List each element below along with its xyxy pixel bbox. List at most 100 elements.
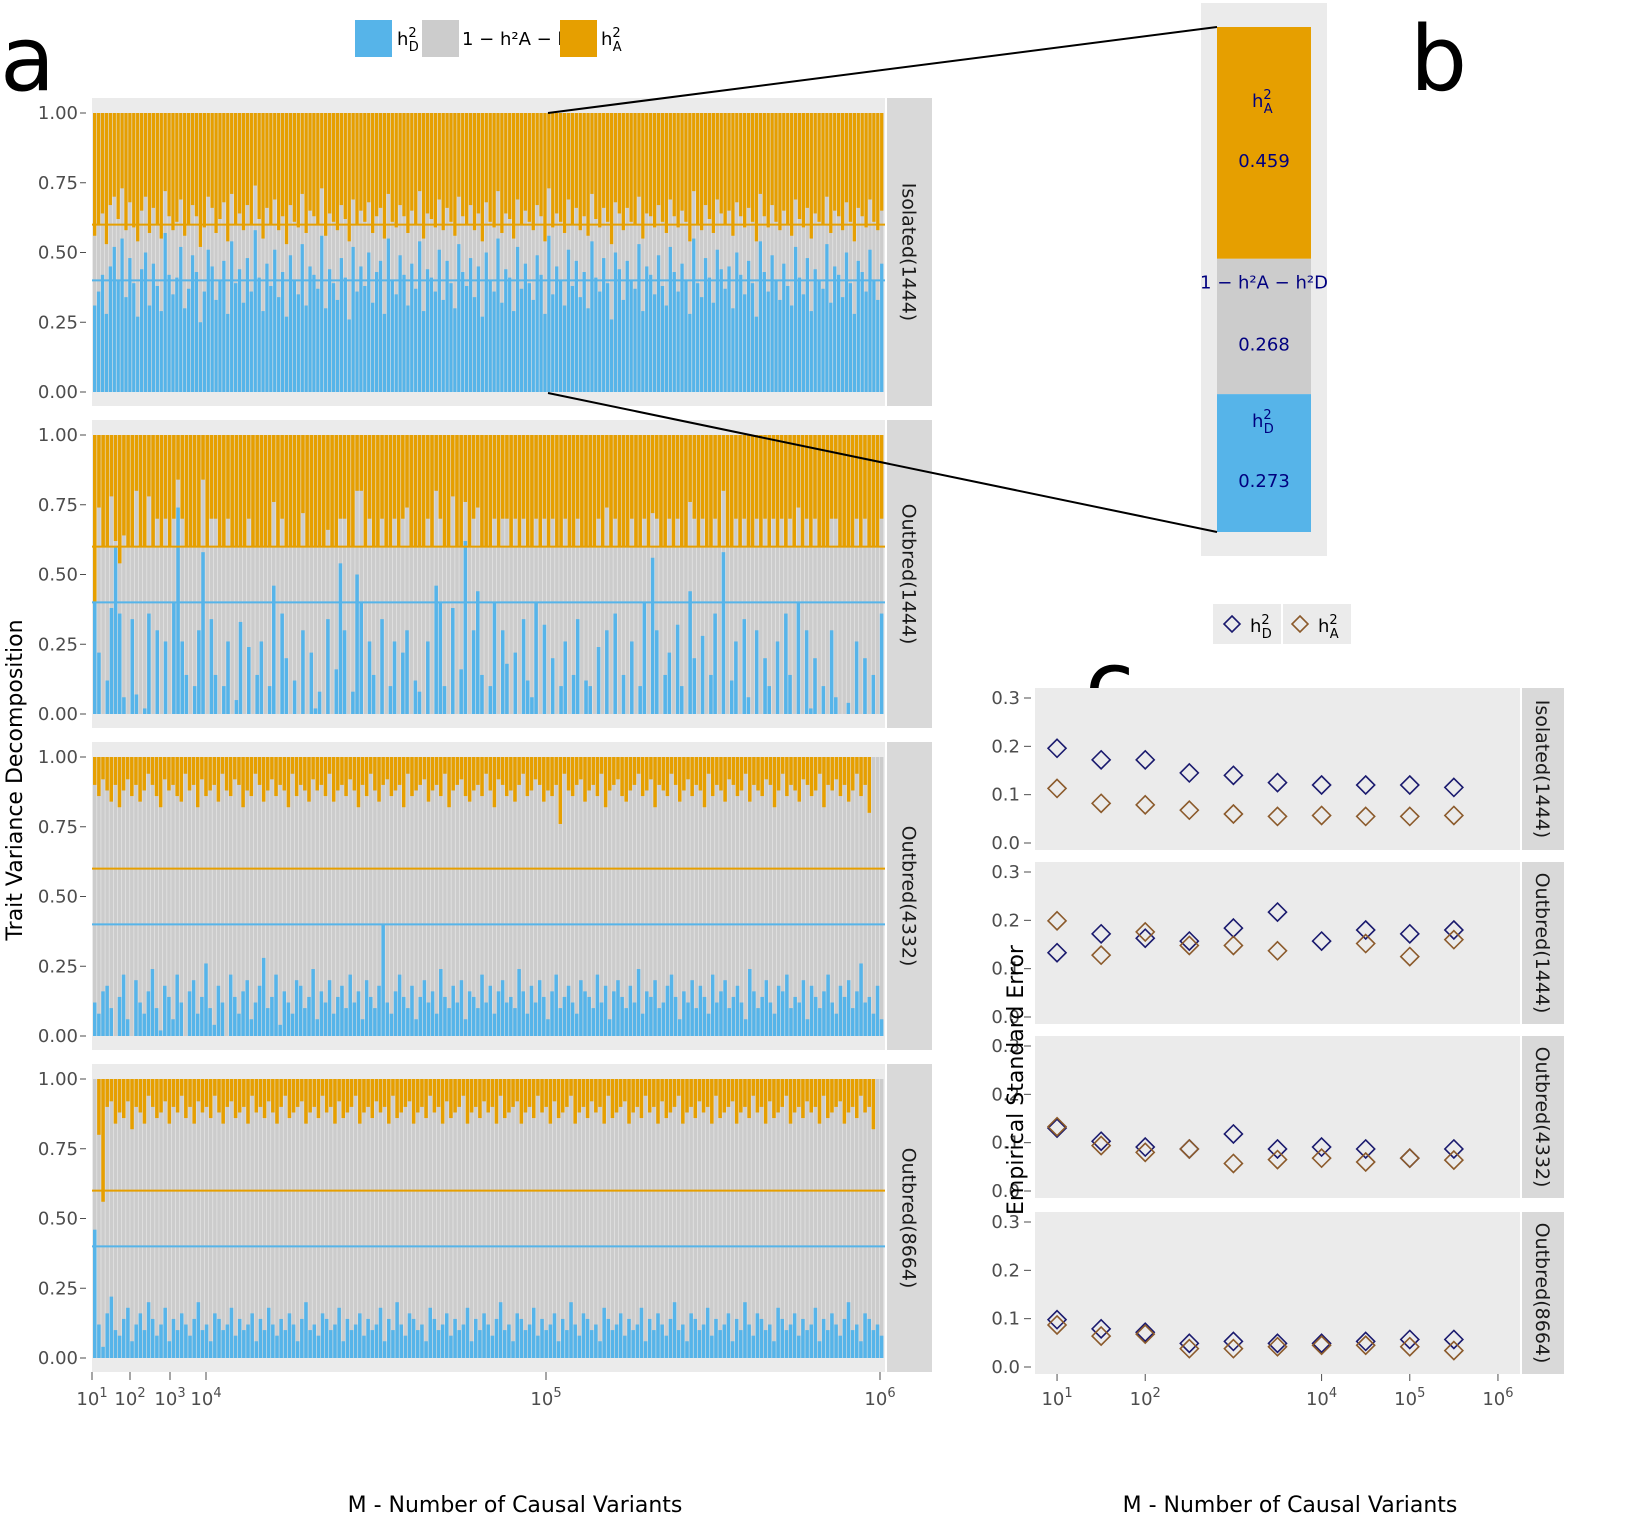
- bar-h2D: [355, 291, 359, 392]
- bar-h2D: [513, 652, 518, 714]
- bar-h2D: [573, 1324, 577, 1358]
- bar-h2D: [237, 269, 242, 392]
- bar-h2D: [594, 277, 598, 392]
- bar-residual: [653, 757, 657, 1036]
- bar-h2D: [688, 313, 692, 392]
- bar-h2A: [96, 113, 101, 225]
- bar-h2A: [112, 113, 116, 197]
- bar-residual: [374, 113, 379, 392]
- bar-residual: [723, 757, 727, 1036]
- bar-residual: [418, 757, 422, 1036]
- bar-h2A: [351, 113, 355, 200]
- bar-residual: [469, 1079, 474, 1358]
- bar-h2D: [109, 607, 114, 714]
- bar-h2D: [797, 1002, 802, 1036]
- bar-h2D: [598, 291, 602, 392]
- bar-h2A: [804, 435, 809, 519]
- bar-h2D: [216, 985, 221, 1036]
- bar-h2D: [272, 585, 276, 714]
- bar-h2A: [656, 113, 661, 206]
- bar-h2A: [276, 435, 280, 547]
- bar-residual: [690, 757, 694, 1036]
- bar-h2A: [436, 1079, 441, 1107]
- bar-residual: [217, 1079, 221, 1358]
- bar-h2A: [303, 757, 307, 791]
- bar-h2A: [343, 113, 347, 220]
- bar-residual: [188, 435, 193, 714]
- bar-h2A: [671, 435, 676, 547]
- bar-h2D: [117, 996, 122, 1036]
- bar-residual: [834, 435, 838, 714]
- bar-h2A: [621, 435, 626, 547]
- bar-residual: [279, 1079, 283, 1358]
- bar-residual: [434, 435, 438, 714]
- panel-c-facet-label: Outbred(1444): [1531, 873, 1553, 1014]
- bar-h2A: [134, 435, 139, 491]
- bar-h2A: [457, 113, 461, 197]
- panel-c-y-tick-label: 0.2: [991, 1260, 1020, 1281]
- bar-h2D: [329, 1330, 333, 1358]
- bar-residual: [213, 435, 218, 714]
- bar-h2D: [304, 1302, 308, 1358]
- legend-swatch-h2A: [560, 20, 597, 57]
- bar-h2A: [734, 1079, 739, 1124]
- bar-h2A: [97, 435, 101, 508]
- bar-residual: [126, 435, 130, 714]
- bar-h2A: [498, 1079, 503, 1096]
- bar-h2D: [751, 1335, 756, 1358]
- bar-h2A: [746, 113, 751, 208]
- panel-c-y-tick-label: 0.1: [991, 1309, 1020, 1330]
- bar-residual: [486, 1079, 490, 1358]
- bar-h2A: [222, 113, 226, 203]
- bar-h2D: [558, 280, 563, 392]
- bar-h2D: [167, 274, 171, 392]
- point-h2A: [1223, 935, 1244, 956]
- bar-residual: [158, 757, 163, 1036]
- bar-h2D: [138, 1002, 142, 1036]
- bar-residual: [345, 1079, 350, 1358]
- bar-residual: [804, 435, 809, 714]
- bar-h2D: [249, 1019, 254, 1036]
- bar-h2A: [633, 113, 637, 225]
- bar-h2A: [283, 1079, 288, 1096]
- point-h2D: [1443, 777, 1464, 798]
- bar-residual: [591, 757, 596, 1036]
- bar-residual: [342, 435, 347, 714]
- bar-h2A: [589, 1079, 594, 1102]
- bar-residual: [167, 113, 171, 392]
- bar-h2A: [680, 113, 684, 211]
- bar-h2D: [705, 1307, 710, 1358]
- bar-residual: [359, 435, 364, 714]
- point-h2D: [1046, 1118, 1068, 1139]
- bar-residual: [331, 113, 336, 392]
- bar-residual: [190, 113, 195, 392]
- bar-h2A: [266, 757, 270, 791]
- bar-residual: [167, 1079, 172, 1358]
- bar-h2D: [492, 291, 496, 392]
- bar-h2A: [531, 1079, 536, 1119]
- bar-h2A: [259, 435, 264, 547]
- bar-h2D: [163, 985, 167, 1036]
- bar-h2D: [192, 686, 197, 714]
- bar-h2A: [540, 1079, 544, 1113]
- bar-h2A: [527, 1079, 532, 1107]
- bar-h2A: [381, 757, 385, 785]
- bar-h2D: [179, 246, 183, 392]
- bar-h2A: [563, 435, 567, 519]
- bar-residual: [515, 1079, 519, 1358]
- bar-residual: [93, 113, 97, 392]
- bar-residual: [388, 435, 393, 714]
- tick-exp: 3: [177, 1386, 185, 1401]
- bar-residual: [216, 757, 221, 1036]
- bar-residual: [876, 113, 880, 392]
- bar-h2A: [837, 113, 841, 217]
- bar-h2A: [725, 435, 730, 547]
- bar-h2D: [432, 1318, 437, 1358]
- bar-residual: [257, 757, 262, 1036]
- bar-h2D: [527, 1324, 532, 1358]
- bar-h2A: [230, 113, 234, 194]
- bar-residual: [108, 113, 112, 392]
- bar-h2A: [218, 113, 222, 220]
- bar-residual: [275, 1079, 279, 1358]
- bar-h2D: [425, 269, 430, 392]
